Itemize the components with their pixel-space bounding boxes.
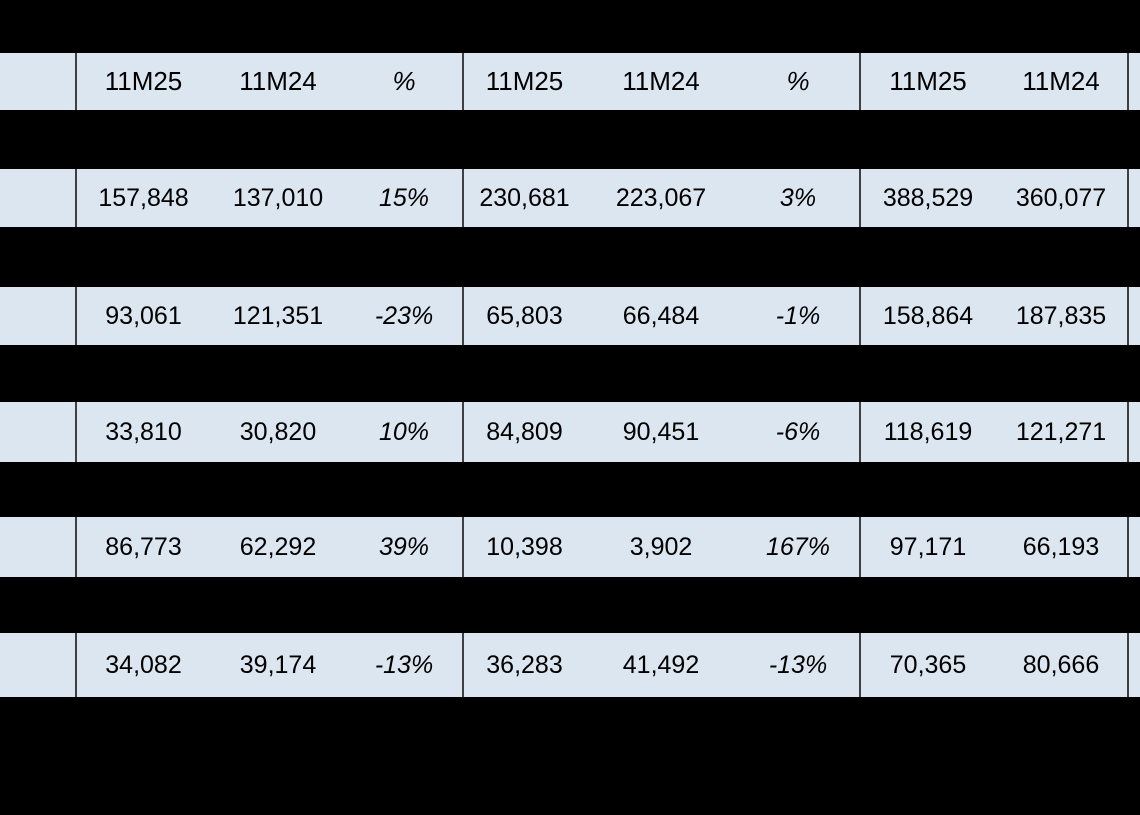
- data-cell: 97,171: [859, 517, 995, 577]
- data-cell: 34,082: [76, 633, 210, 697]
- column-header-cutoff: [1127, 53, 1140, 110]
- data-cell-cutoff: [1127, 633, 1140, 697]
- table-row: 86,773 62,292 39% 10,398 3,902 167% 97,1…: [0, 517, 1140, 577]
- column-header-11m24: 11M24: [585, 53, 737, 110]
- table-row: 157,848 137,010 15% 230,681 223,067 3% 3…: [0, 169, 1140, 227]
- data-cell: 157,848: [76, 169, 210, 227]
- data-cell: 80,666: [995, 633, 1128, 697]
- column-header-11m24: 11M24: [210, 53, 346, 110]
- data-cell: 65,803: [462, 287, 585, 345]
- results-table: 11M25 11M24 % 11M25 11M24 % 11M25 11M24 …: [0, 53, 1140, 697]
- data-cell: 121,271: [995, 402, 1128, 462]
- data-cell-pct: -13%: [346, 633, 463, 697]
- data-cell: 62,292: [210, 517, 346, 577]
- table-row: 34,082 39,174 -13% 36,283 41,492 -13% 70…: [0, 633, 1140, 697]
- data-cell: 158,864: [859, 287, 995, 345]
- data-cell: 388,529: [859, 169, 995, 227]
- data-cell-cutoff: [1127, 402, 1140, 462]
- column-header-11m25: 11M25: [859, 53, 995, 110]
- redacted-row-band: [0, 577, 1140, 633]
- column-header-11m25: 11M25: [462, 53, 585, 110]
- data-cell-pct: -6%: [737, 402, 860, 462]
- data-cell-pct: -23%: [346, 287, 463, 345]
- data-cell: 90,451: [585, 402, 737, 462]
- data-cell-pct: 10%: [346, 402, 463, 462]
- data-cell: 93,061: [76, 287, 210, 345]
- data-cell: 187,835: [995, 287, 1128, 345]
- row-label-cell: [0, 633, 77, 697]
- redacted-row-band: [0, 345, 1140, 402]
- row-label-cell: [0, 287, 77, 345]
- data-cell: 36,283: [462, 633, 585, 697]
- data-cell: 118,619: [859, 402, 995, 462]
- data-cell: 70,365: [859, 633, 995, 697]
- table-row: 33,810 30,820 10% 84,809 90,451 -6% 118,…: [0, 402, 1140, 462]
- redacted-row-band: [0, 110, 1140, 169]
- data-cell: 41,492: [585, 633, 737, 697]
- data-cell-pct: 39%: [346, 517, 463, 577]
- header-row: 11M25 11M24 % 11M25 11M24 % 11M25 11M24: [0, 53, 1140, 110]
- redacted-row-band-cell: [0, 462, 1140, 517]
- data-cell: 10,398: [462, 517, 585, 577]
- data-cell: 39,174: [210, 633, 346, 697]
- column-header-11m25: 11M25: [76, 53, 210, 110]
- data-cell-pct: -1%: [737, 287, 860, 345]
- table-row: 93,061 121,351 -23% 65,803 66,484 -1% 15…: [0, 287, 1140, 345]
- data-cell: 137,010: [210, 169, 346, 227]
- column-header-11m24: 11M24: [995, 53, 1128, 110]
- row-label-header-cell: [0, 53, 77, 110]
- data-cell-pct: 15%: [346, 169, 463, 227]
- data-cell-pct: 167%: [737, 517, 860, 577]
- redacted-bottom-band: [0, 697, 1140, 815]
- column-header-pct: %: [346, 53, 463, 110]
- data-cell: 223,067: [585, 169, 737, 227]
- redacted-row-band-cell: [0, 577, 1140, 633]
- data-cell-pct: 3%: [737, 169, 860, 227]
- data-cell: 66,193: [995, 517, 1128, 577]
- row-label-cell: [0, 169, 77, 227]
- data-cell-pct: -13%: [737, 633, 860, 697]
- row-label-cell: [0, 517, 77, 577]
- redacted-row-band: [0, 227, 1140, 287]
- data-cell: 86,773: [76, 517, 210, 577]
- data-cell-cutoff: [1127, 287, 1140, 345]
- data-cell-cutoff: [1127, 517, 1140, 577]
- row-label-cell: [0, 402, 77, 462]
- data-cell: 230,681: [462, 169, 585, 227]
- redacted-row-band: [0, 462, 1140, 517]
- column-header-pct: %: [737, 53, 860, 110]
- data-cell: 84,809: [462, 402, 585, 462]
- redacted-row-band-cell: [0, 227, 1140, 287]
- redacted-row-band-cell: [0, 345, 1140, 402]
- data-cell: 121,351: [210, 287, 346, 345]
- data-cell: 33,810: [76, 402, 210, 462]
- data-cell: 360,077: [995, 169, 1128, 227]
- redacted-title-band: [0, 0, 1140, 53]
- data-cell-cutoff: [1127, 169, 1140, 227]
- data-cell: 66,484: [585, 287, 737, 345]
- redacted-row-band-cell: [0, 110, 1140, 169]
- data-cell: 3,902: [585, 517, 737, 577]
- data-cell: 30,820: [210, 402, 346, 462]
